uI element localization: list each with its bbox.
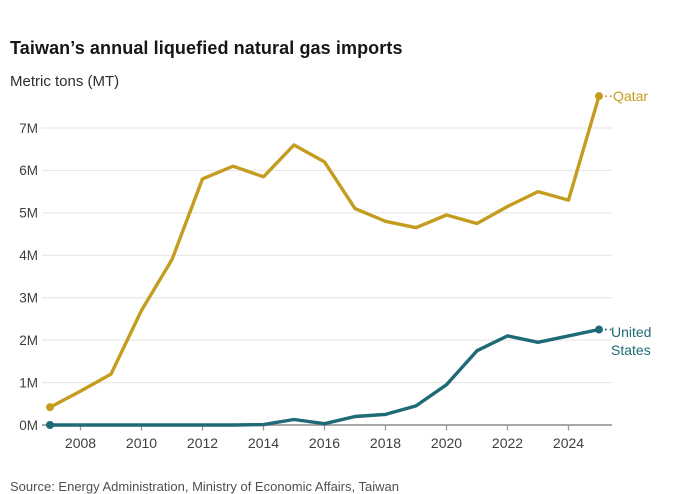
y-tick-label-5M: 5M: [19, 206, 38, 221]
x-tick-label-2010: 2010: [126, 435, 157, 451]
chart-subtitle: Metric tons (MT): [10, 73, 120, 90]
qatar-end-dot: [595, 92, 603, 101]
x-tick-label-2024: 2024: [553, 435, 584, 451]
x-tick-label-2018: 2018: [370, 435, 401, 451]
qatar-start-dot: [46, 403, 54, 412]
qatar-line: [48, 94, 601, 409]
x-tick-label-2014: 2014: [248, 435, 279, 451]
y-tick-label-1M: 1M: [19, 375, 38, 390]
series-label-united-states: United States: [611, 324, 652, 358]
y-tick-label-3M: 3M: [19, 291, 38, 306]
united-states-end-dot: [595, 325, 603, 334]
x-tick-label-2016: 2016: [309, 435, 340, 451]
chart-title: Taiwan’s annual liquefied natural gas im…: [10, 38, 403, 59]
y-tick-label-2M: 2M: [19, 333, 38, 348]
united-states-line: [48, 327, 601, 427]
series-label-qatar: Qatar: [613, 88, 649, 104]
united-states-start-dot: [46, 421, 54, 429]
x-tick-label-2008: 2008: [65, 435, 96, 451]
x-tick-label-2020: 2020: [431, 435, 462, 451]
y-tick-label-4M: 4M: [19, 248, 38, 263]
y-tick-label-7M: 7M: [19, 121, 38, 136]
y-tick-label-6M: 6M: [19, 163, 38, 178]
x-tick-label-2022: 2022: [492, 435, 523, 451]
source-note: Source: Energy Administration, Ministry …: [10, 479, 399, 494]
x-tick-label-2012: 2012: [187, 435, 218, 451]
y-tick-label-0M: 0M: [19, 418, 38, 433]
